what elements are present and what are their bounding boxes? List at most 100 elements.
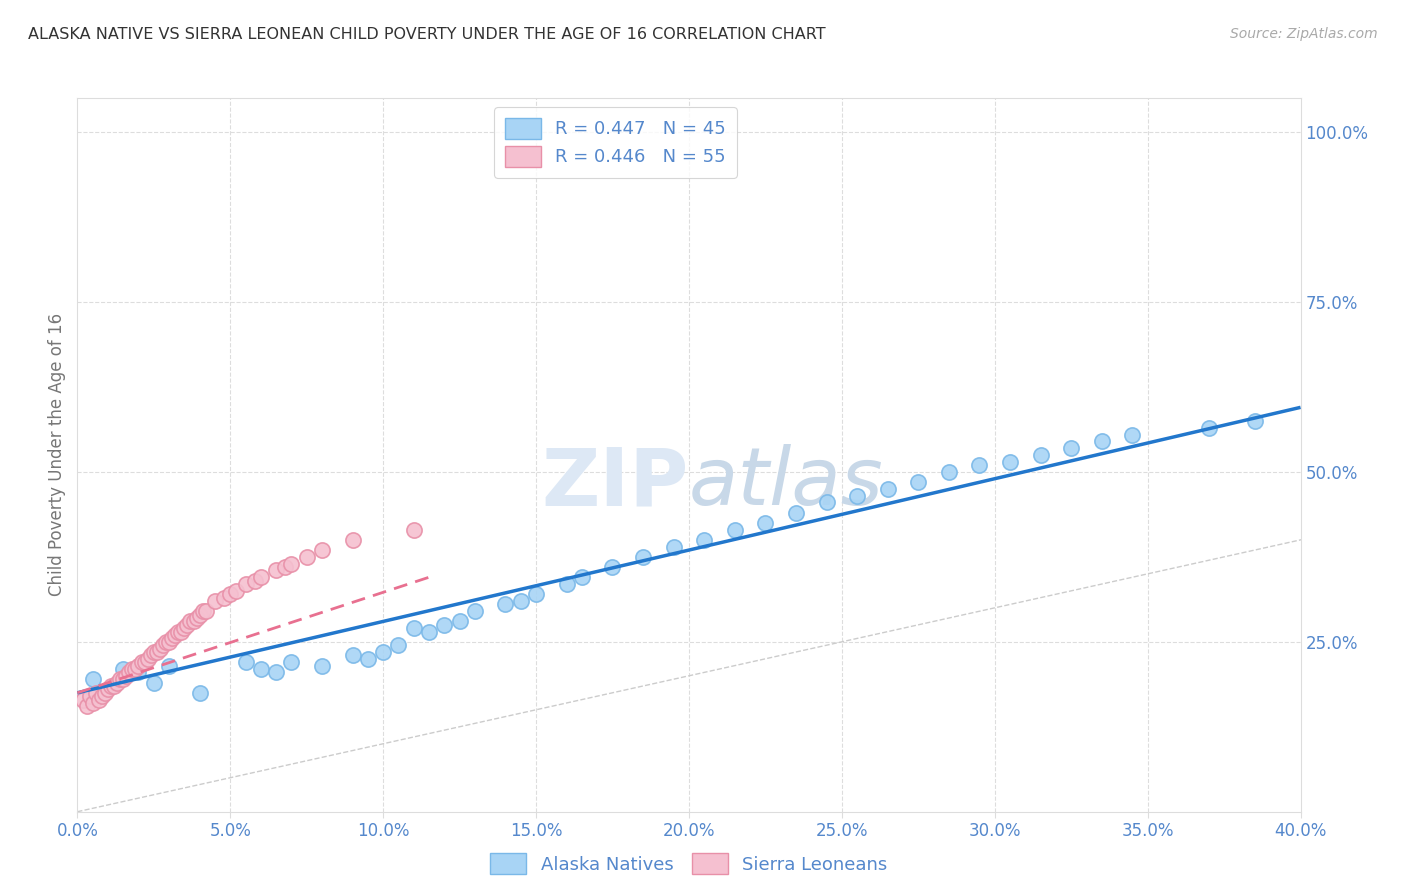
Text: ALASKA NATIVE VS SIERRA LEONEAN CHILD POVERTY UNDER THE AGE OF 16 CORRELATION CH: ALASKA NATIVE VS SIERRA LEONEAN CHILD PO… [28, 27, 825, 42]
Point [127, 658, 149, 673]
Point [100, 679, 122, 693]
Point [188, 607, 211, 622]
Point [402, 523, 425, 537]
Point [191, 604, 214, 618]
Text: ZIP: ZIP [541, 444, 689, 523]
Point [188, 686, 211, 700]
Y-axis label: Child Poverty Under the Age of 16: Child Poverty Under the Age of 16 [48, 313, 66, 597]
Point [387, 638, 409, 652]
Point [311, 658, 333, 673]
Point [631, 549, 654, 564]
Point [495, 598, 517, 612]
Point [112, 672, 135, 686]
Point [243, 574, 266, 588]
Point [280, 557, 302, 571]
Point [693, 533, 716, 547]
Point [105, 675, 128, 690]
Point [1243, 414, 1265, 428]
Point [157, 658, 180, 673]
Point [357, 652, 380, 666]
Point [295, 549, 318, 564]
Point [402, 621, 425, 635]
Point [176, 617, 198, 632]
Point [235, 655, 257, 669]
Point [160, 632, 183, 646]
Point [118, 665, 141, 680]
Point [165, 628, 187, 642]
Point [371, 645, 394, 659]
Point [136, 652, 159, 666]
Point [938, 465, 960, 479]
Point [87, 692, 110, 706]
Point [1121, 427, 1143, 442]
Point [84, 686, 107, 700]
Point [219, 587, 242, 601]
Point [183, 615, 205, 629]
Point [103, 679, 125, 693]
Point [149, 641, 172, 656]
Point [204, 594, 226, 608]
Point [157, 635, 180, 649]
Point [186, 611, 208, 625]
Point [264, 665, 287, 680]
Point [754, 516, 776, 530]
Point [212, 591, 235, 605]
Point [311, 543, 333, 558]
Point [90, 689, 112, 703]
Point [264, 564, 287, 578]
Point [72, 692, 94, 706]
Point [998, 455, 1021, 469]
Point [127, 665, 149, 680]
Point [146, 645, 169, 659]
Point [907, 475, 929, 489]
Point [115, 669, 138, 683]
Point [108, 672, 131, 686]
Point [662, 540, 685, 554]
Point [225, 583, 247, 598]
Point [449, 615, 471, 629]
Point [194, 604, 217, 618]
Point [602, 560, 624, 574]
Point [785, 506, 807, 520]
Point [155, 635, 177, 649]
Point [139, 648, 162, 663]
Point [418, 624, 440, 639]
Point [235, 577, 257, 591]
Point [342, 533, 364, 547]
Text: atlas: atlas [689, 444, 884, 523]
Point [82, 672, 104, 686]
Point [82, 696, 104, 710]
Point [509, 594, 531, 608]
Point [846, 489, 869, 503]
Point [94, 686, 117, 700]
Point [179, 615, 201, 629]
Point [152, 638, 174, 652]
Point [555, 577, 578, 591]
Point [250, 662, 273, 676]
Point [274, 560, 297, 574]
Point [571, 570, 593, 584]
Point [280, 655, 302, 669]
Point [969, 458, 991, 472]
Point [97, 682, 120, 697]
Point [342, 648, 364, 663]
Point [131, 655, 153, 669]
Point [142, 645, 165, 659]
Point [121, 662, 143, 676]
Point [1060, 441, 1083, 455]
Point [112, 662, 135, 676]
Point [170, 624, 193, 639]
Point [167, 624, 190, 639]
Point [724, 523, 747, 537]
Legend: Alaska Natives, Sierra Leoneans: Alaska Natives, Sierra Leoneans [484, 846, 894, 881]
Point [76, 699, 98, 714]
Point [1198, 421, 1220, 435]
Point [124, 662, 146, 676]
Text: Source: ZipAtlas.com: Source: ZipAtlas.com [1230, 27, 1378, 41]
Point [464, 604, 486, 618]
Point [173, 621, 195, 635]
Point [524, 587, 547, 601]
Point [815, 495, 838, 509]
Point [142, 675, 165, 690]
Point [1029, 448, 1052, 462]
